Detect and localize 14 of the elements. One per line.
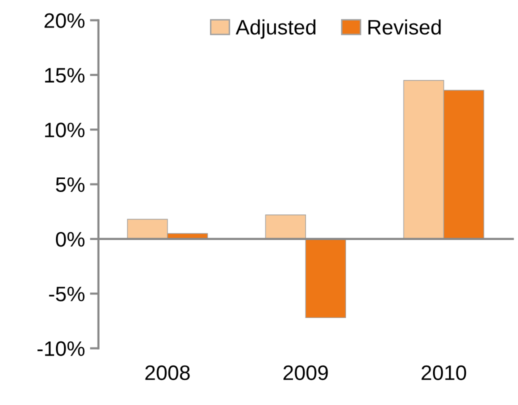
legend-label: Adjusted xyxy=(236,19,316,39)
y-tick-label: -5% xyxy=(49,286,84,302)
y-tick-label: 10% xyxy=(45,122,84,138)
y-tick-label: 15% xyxy=(45,68,84,83)
y-tick-label: 20% xyxy=(44,13,84,28)
x-tick-label: 2009 xyxy=(284,365,328,380)
x-tick-label: 2008 xyxy=(145,365,190,380)
y-tick-label: 0% xyxy=(56,232,84,247)
legend-label: Revised xyxy=(368,19,441,35)
y-tick-label: 5% xyxy=(56,177,84,192)
bar xyxy=(305,238,346,318)
bar xyxy=(265,214,306,240)
x-tick-label: 2010 xyxy=(422,365,466,380)
y-tick-label: -10% xyxy=(38,341,84,356)
